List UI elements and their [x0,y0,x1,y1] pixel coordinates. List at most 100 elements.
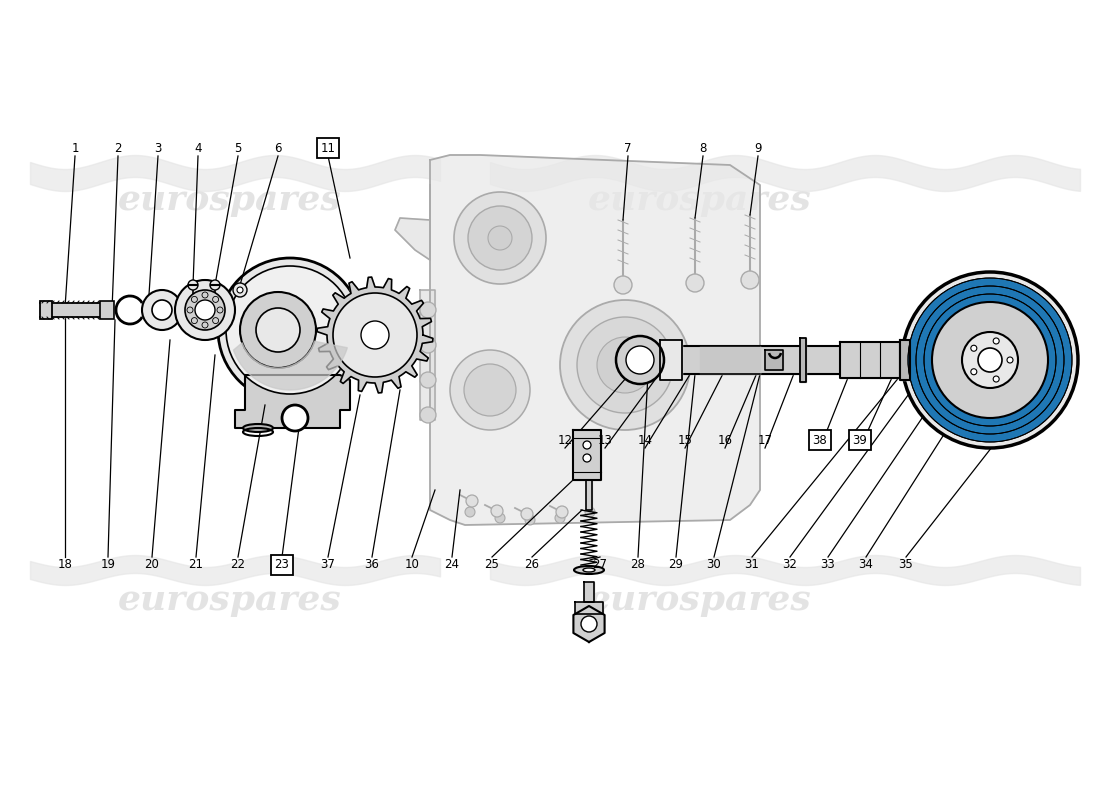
Text: 37: 37 [320,558,336,571]
Text: 39: 39 [852,434,868,446]
Polygon shape [573,430,601,480]
Text: 18: 18 [57,558,73,571]
Ellipse shape [243,424,273,432]
Polygon shape [800,338,806,382]
Circle shape [212,296,219,302]
Polygon shape [573,606,605,642]
Circle shape [962,332,1018,388]
Circle shape [236,287,243,293]
Circle shape [187,307,192,313]
Circle shape [361,321,389,349]
Text: 4: 4 [195,142,201,154]
Circle shape [185,290,226,330]
Text: 20: 20 [144,558,159,571]
Text: eurospares: eurospares [588,183,812,217]
Text: 6: 6 [274,142,282,154]
Text: 33: 33 [821,558,835,571]
Text: 23: 23 [275,558,289,571]
Polygon shape [233,342,348,390]
Polygon shape [395,185,430,260]
Circle shape [616,336,664,384]
Text: 12: 12 [558,434,572,446]
Circle shape [978,348,1002,372]
Text: 11: 11 [320,142,336,154]
Circle shape [175,280,235,340]
Text: 7: 7 [625,142,631,154]
Circle shape [454,192,546,284]
Circle shape [191,318,197,324]
Circle shape [217,307,223,313]
Text: 17: 17 [758,434,772,446]
Polygon shape [640,346,840,374]
Bar [40,301,52,319]
Text: 36: 36 [364,558,380,571]
Circle shape [420,372,436,388]
Circle shape [597,337,653,393]
Circle shape [626,346,654,374]
Ellipse shape [574,566,604,574]
Text: 5: 5 [234,142,242,154]
Circle shape [450,350,530,430]
Circle shape [188,280,198,290]
Circle shape [932,302,1048,418]
Polygon shape [700,346,760,374]
Text: eurospares: eurospares [118,583,342,617]
Text: 26: 26 [525,558,539,571]
Circle shape [191,296,197,302]
Text: 2: 2 [114,142,122,154]
Text: 31: 31 [745,558,759,571]
Text: 13: 13 [597,434,613,446]
Circle shape [908,278,1072,442]
Polygon shape [764,350,783,370]
Circle shape [420,407,436,423]
Text: 10: 10 [405,558,419,571]
Circle shape [902,272,1078,448]
Circle shape [202,292,208,298]
Ellipse shape [583,568,595,572]
Text: 15: 15 [678,434,692,446]
Circle shape [560,300,690,430]
Polygon shape [575,602,603,614]
Polygon shape [584,582,594,602]
Circle shape [210,280,220,290]
Polygon shape [430,155,760,525]
Text: 38: 38 [813,434,827,446]
Circle shape [585,507,595,517]
Text: 8: 8 [700,142,706,154]
Circle shape [488,226,512,250]
Text: 9: 9 [755,142,761,154]
Circle shape [525,515,535,525]
Circle shape [466,495,478,507]
Circle shape [218,258,362,402]
Circle shape [583,454,591,462]
Polygon shape [420,290,434,420]
Circle shape [212,318,219,324]
Circle shape [256,308,300,352]
Circle shape [583,441,591,449]
Circle shape [491,505,503,517]
Circle shape [993,376,999,382]
Text: 14: 14 [638,434,652,446]
Circle shape [142,290,182,330]
Polygon shape [317,277,433,393]
Circle shape [971,369,977,374]
Polygon shape [40,303,104,317]
Text: 21: 21 [188,558,204,571]
Circle shape [468,206,532,270]
Circle shape [686,274,704,292]
Text: 34: 34 [859,558,873,571]
Circle shape [233,283,248,297]
Text: 32: 32 [782,558,797,571]
Circle shape [578,317,673,413]
Text: 25: 25 [485,558,499,571]
Text: 19: 19 [100,558,116,571]
Circle shape [924,294,1056,426]
Polygon shape [660,340,682,380]
Circle shape [465,507,475,517]
Text: eurospares: eurospares [588,583,812,617]
Text: 30: 30 [706,558,722,571]
Circle shape [195,300,214,320]
Circle shape [333,293,417,377]
Circle shape [152,300,172,320]
Circle shape [1006,357,1013,363]
